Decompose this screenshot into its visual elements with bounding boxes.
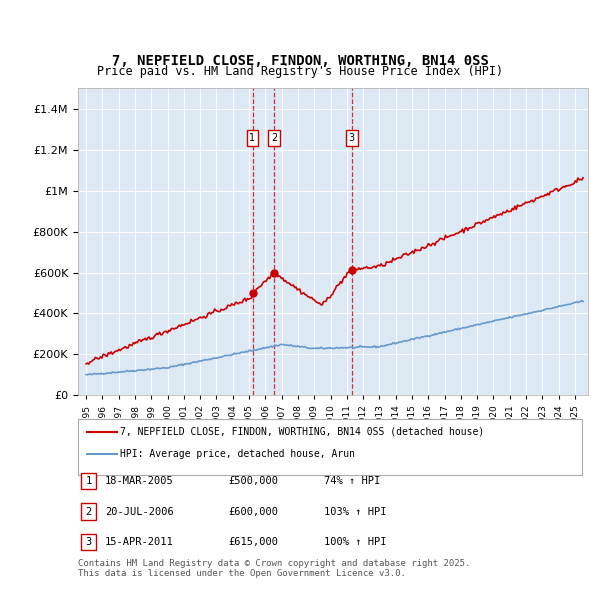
Text: 3: 3 xyxy=(85,537,92,547)
Text: 15-APR-2011: 15-APR-2011 xyxy=(105,537,174,547)
Text: 2: 2 xyxy=(271,133,277,143)
Text: HPI: Average price, detached house, Arun: HPI: Average price, detached house, Arun xyxy=(120,450,355,459)
Text: 100% ↑ HPI: 100% ↑ HPI xyxy=(324,537,386,547)
Text: £500,000: £500,000 xyxy=(228,476,278,486)
Text: 74% ↑ HPI: 74% ↑ HPI xyxy=(324,476,380,486)
Text: £600,000: £600,000 xyxy=(228,507,278,516)
Text: 1: 1 xyxy=(250,133,256,143)
Text: 3: 3 xyxy=(349,133,355,143)
Text: Contains HM Land Registry data © Crown copyright and database right 2025.
This d: Contains HM Land Registry data © Crown c… xyxy=(78,559,470,578)
Text: 103% ↑ HPI: 103% ↑ HPI xyxy=(324,507,386,516)
Text: 1: 1 xyxy=(85,476,92,486)
Text: 7, NEPFIELD CLOSE, FINDON, WORTHING, BN14 0SS: 7, NEPFIELD CLOSE, FINDON, WORTHING, BN1… xyxy=(112,54,488,68)
Text: £615,000: £615,000 xyxy=(228,537,278,547)
Text: 20-JUL-2006: 20-JUL-2006 xyxy=(105,507,174,516)
Text: 7, NEPFIELD CLOSE, FINDON, WORTHING, BN14 0SS (detached house): 7, NEPFIELD CLOSE, FINDON, WORTHING, BN1… xyxy=(120,427,484,437)
Text: 2: 2 xyxy=(85,507,92,516)
Text: Price paid vs. HM Land Registry's House Price Index (HPI): Price paid vs. HM Land Registry's House … xyxy=(97,65,503,78)
Text: 18-MAR-2005: 18-MAR-2005 xyxy=(105,476,174,486)
